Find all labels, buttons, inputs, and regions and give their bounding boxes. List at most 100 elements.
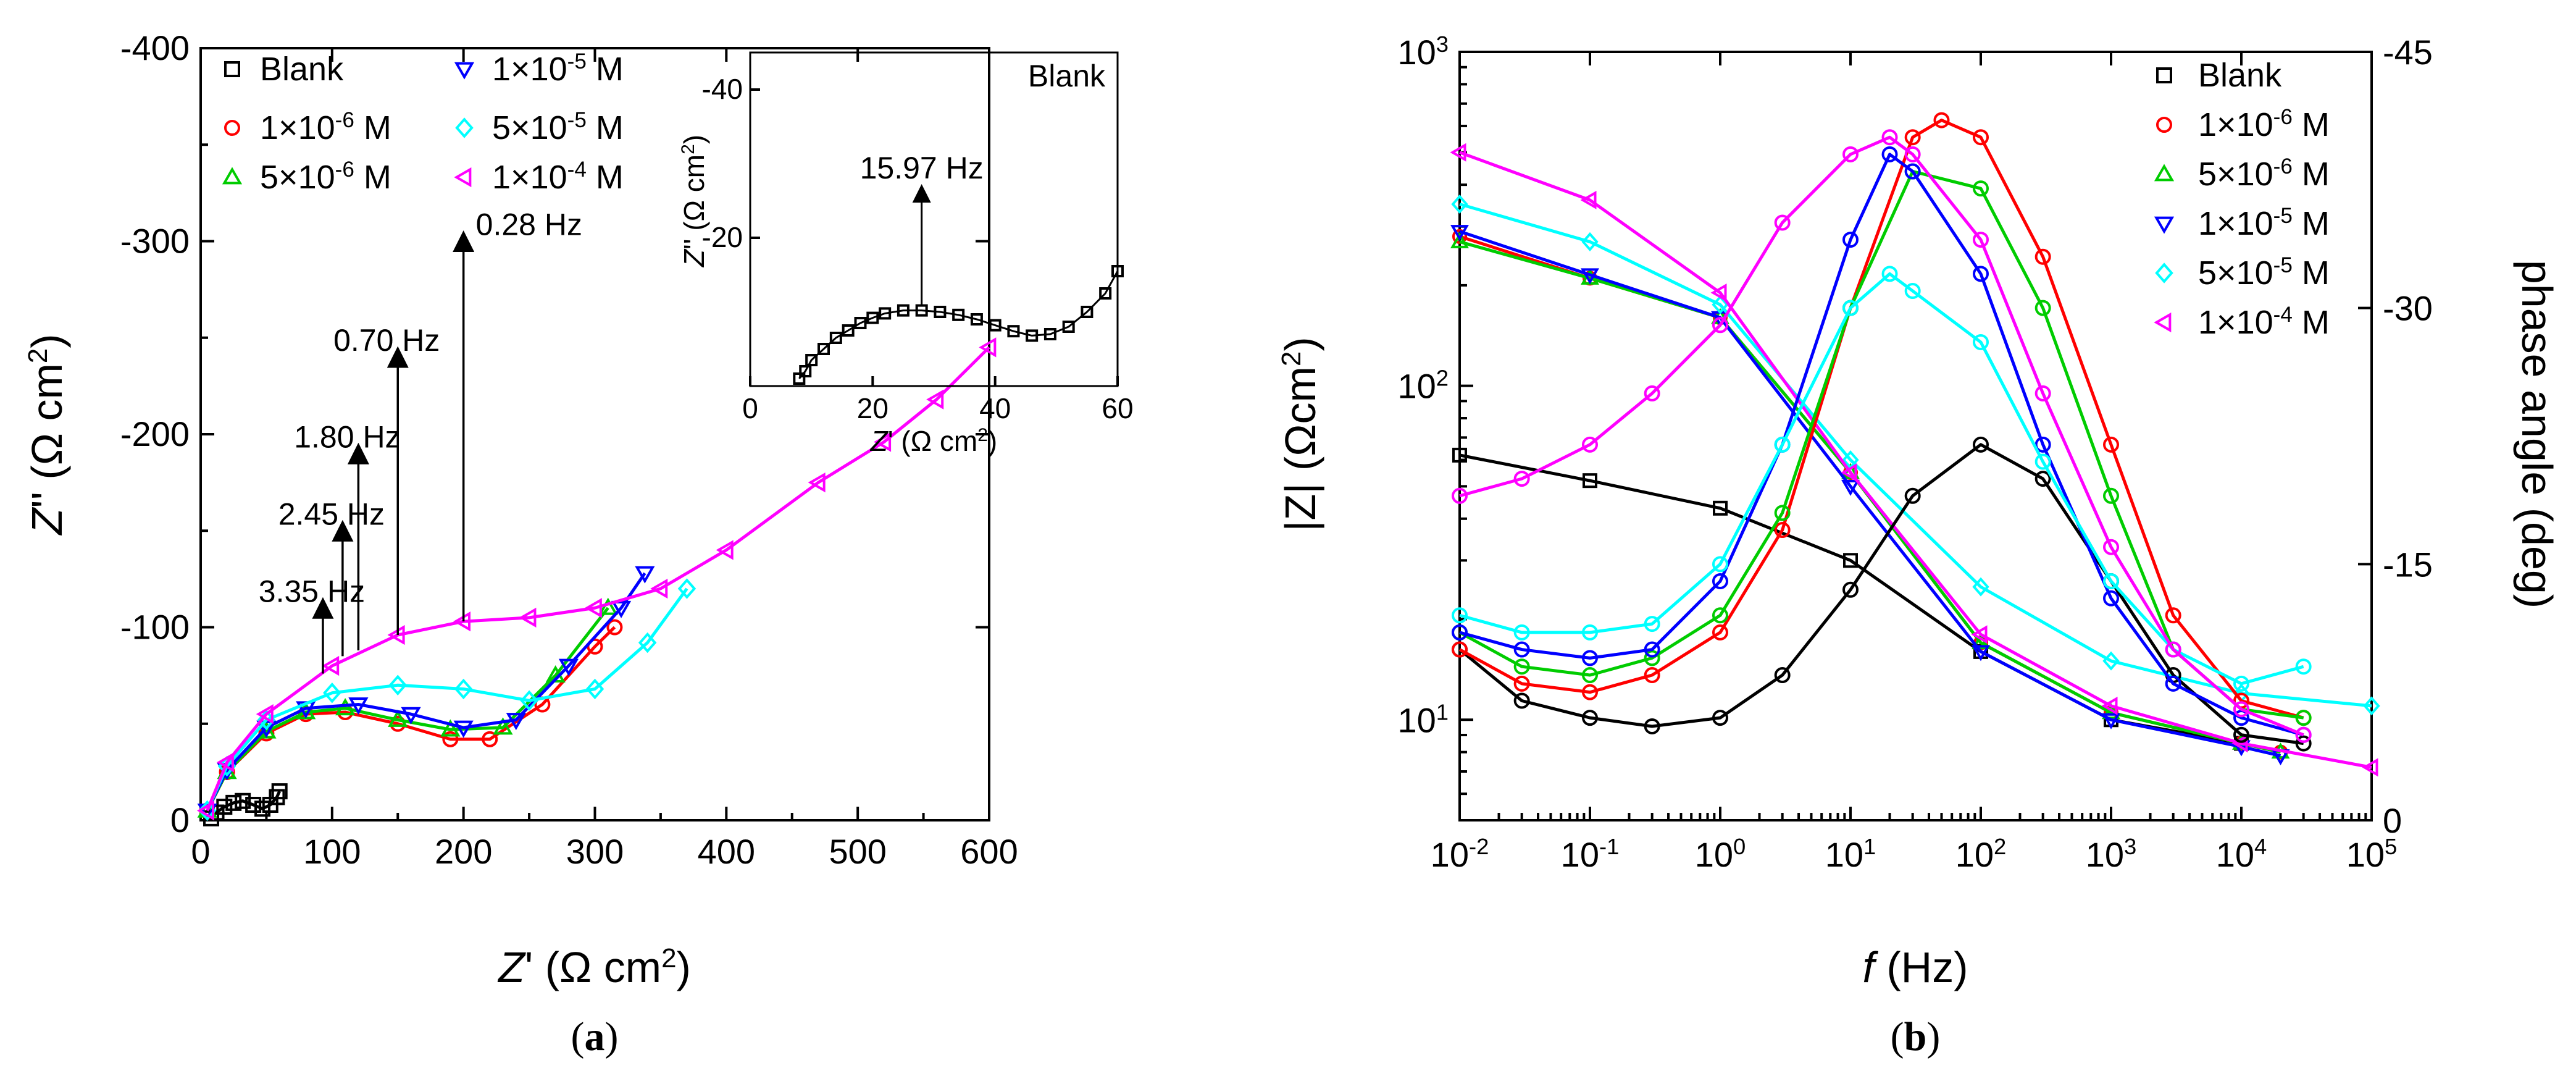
a-data-point	[519, 607, 537, 628]
inset-data-point	[989, 319, 1002, 332]
inset-data-point	[897, 304, 910, 317]
plot-a-inset: 0 20 40 60 -20 -40 Blank 15.97 Hz Z' (Ω cm2) Z'' …	[678, 51, 1134, 457]
b-phase-point	[1881, 129, 1898, 146]
plot-a-xlabel: Z' (Ω cm2)	[497, 943, 691, 992]
b-phase-point	[1644, 616, 1660, 632]
b-modulus-point	[1713, 500, 1728, 516]
b-modulus-point	[2102, 713, 2120, 729]
a-data-point	[440, 719, 461, 737]
b-phase-point	[1904, 163, 1921, 180]
b-phase-point	[1904, 146, 1921, 162]
a-annotation-label: 0.70 Hz	[333, 323, 440, 358]
b-phase-point	[1513, 641, 1530, 658]
a-data-point	[196, 800, 214, 821]
b-phase-point	[1973, 129, 1989, 146]
inset-data-point	[879, 307, 892, 320]
a-xtick-label: 300	[566, 832, 624, 871]
b-modulus-point	[1450, 225, 1469, 242]
b-phase-point	[1582, 650, 1598, 666]
b-phase-point	[2103, 487, 2119, 504]
a-data-point	[225, 794, 242, 811]
b-phase-point	[1904, 129, 1921, 146]
b-legend-marker	[2156, 67, 2172, 83]
b-phase-point	[1774, 522, 1791, 539]
a-data-point	[453, 720, 474, 738]
b-phase-point	[1582, 436, 1598, 453]
b-phase-point	[1973, 266, 1989, 282]
b-phase-point	[1774, 214, 1791, 231]
b-y2tick-label: -15	[2383, 545, 2433, 584]
b-legend-label: Blank	[2198, 57, 2282, 94]
a-annotation-label: 3.35 Hz	[259, 574, 365, 608]
b-xtick-label: 105	[2346, 834, 2398, 875]
b-modulus-point	[1843, 553, 1858, 568]
plot-a-series	[196, 337, 997, 826]
b-xtick-label: 10-2	[1431, 834, 1489, 875]
a-data-point	[216, 752, 234, 773]
a-data-point	[323, 682, 341, 704]
inset-data-point	[915, 304, 928, 317]
b-modulus-fit	[1459, 230, 2281, 758]
b-phase-point	[1582, 667, 1598, 684]
b-ytick-label: 102	[1397, 365, 1449, 406]
a-data-point	[650, 578, 668, 599]
a-data-point	[442, 731, 459, 747]
b-phase-point	[2295, 735, 2312, 752]
inset-data-point	[1099, 287, 1112, 300]
b-modulus-point	[2362, 758, 2378, 777]
panel-a-caption: (a)	[571, 1014, 619, 1059]
b-modulus-point	[2102, 651, 2120, 671]
b-phase-point	[2103, 573, 2119, 589]
a-legend-label: 5×10-5 M	[492, 108, 624, 147]
b-modulus-fit	[1459, 203, 2372, 708]
b-phase-point	[1973, 334, 1989, 350]
a-data-point	[716, 540, 734, 560]
inset-label: Blank	[1028, 59, 1106, 93]
b-phase-point	[2034, 436, 2051, 453]
b-phase-point	[2233, 710, 2249, 726]
a-data-point	[348, 697, 369, 715]
a-xtick-label: 100	[303, 832, 361, 871]
a-data-point	[454, 678, 473, 700]
a-ytick-label: -300	[120, 222, 190, 261]
b-phase-point	[1712, 573, 1728, 589]
a-data-point	[482, 731, 498, 747]
b-modulus-fit	[1459, 151, 2372, 769]
b-phase-point	[1513, 675, 1530, 692]
b-legend-marker	[2156, 117, 2172, 133]
b-xtick-label: 100	[1695, 834, 1746, 875]
panel-b: 10-2 10-1 100 101 102 103 104 105 101 102 103 0 -15 -…	[1276, 32, 2562, 1060]
a-data-point	[874, 432, 892, 452]
b-phase-point	[2034, 453, 2051, 470]
a-data-point	[677, 578, 696, 599]
inset-data-point	[829, 332, 842, 344]
b-phase-point	[1712, 607, 1728, 624]
a-legend-label: 1×10-6 M	[260, 108, 391, 147]
b-phase-point	[2103, 590, 2119, 607]
b-phase-point	[1842, 232, 1859, 248]
b-modulus-point	[2231, 734, 2248, 753]
a-data-point	[216, 799, 233, 815]
a-data-point	[635, 566, 655, 584]
b-phase-point	[2103, 539, 2119, 555]
a-data-point	[598, 597, 618, 615]
b-phase-point	[1513, 692, 1530, 709]
a-xtick-label: 400	[698, 832, 755, 871]
a-data-point	[606, 619, 623, 636]
inset-data-point	[805, 354, 818, 366]
b-modulus-point	[1581, 232, 1599, 251]
b-phase-point	[2295, 726, 2312, 743]
plot-b-legend: Blank 1×10-6 M 5×10-6 M 1×10-5 M 5×10-5 M 1×1…	[2154, 57, 2330, 341]
b-phase-point	[1452, 607, 1468, 624]
inset-data-point	[934, 306, 947, 318]
b-legend-label: 5×10-5 M	[2198, 253, 2330, 292]
inset-data-point	[866, 311, 879, 324]
a-annotation-label: 1.80 Hz	[294, 419, 400, 454]
a-data-point	[388, 674, 408, 696]
a-fit-line	[210, 791, 281, 820]
b-phase-fit	[1458, 443, 2304, 746]
a-fit-line	[206, 572, 646, 812]
